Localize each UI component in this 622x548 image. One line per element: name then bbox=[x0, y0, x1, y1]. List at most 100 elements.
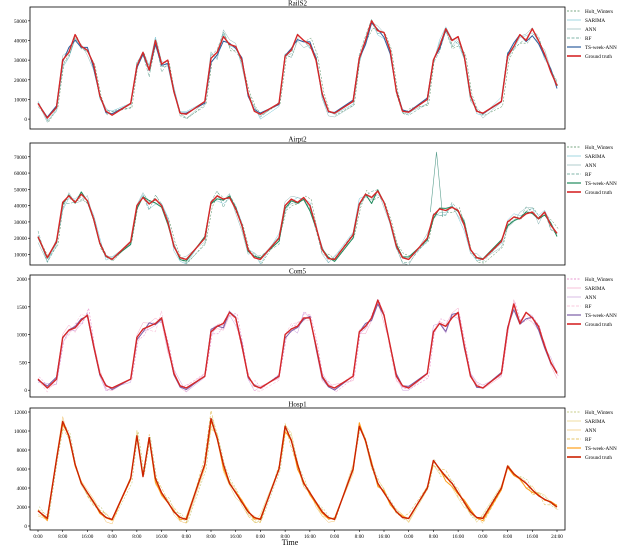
y-tick-label: 500 bbox=[19, 360, 27, 366]
series-line-ann bbox=[37, 21, 558, 123]
legend-label: Holt_Winters bbox=[585, 277, 613, 283]
series-line-ground-truth bbox=[37, 190, 558, 261]
y-tick-label: 4000 bbox=[17, 486, 28, 492]
x-tick-label: 0:00 bbox=[108, 534, 118, 540]
y-tick-label: 30000 bbox=[14, 220, 27, 226]
series-line-sarima bbox=[37, 193, 558, 265]
x-tick-label: 16:00 bbox=[304, 534, 316, 540]
y-tick-label: 0 bbox=[24, 117, 27, 123]
x-tick-label: 8:00 bbox=[132, 534, 142, 540]
y-tick-label: 50000 bbox=[14, 187, 27, 193]
x-tick-label: 8:00 bbox=[206, 534, 216, 540]
legend-label: SARIMA bbox=[585, 286, 605, 292]
legend-label: Holt_Winters bbox=[585, 145, 613, 151]
series-line-rf-spike bbox=[430, 151, 443, 218]
x-tick-label: 0:00 bbox=[182, 534, 192, 540]
legend-label: Ground truth bbox=[585, 322, 612, 328]
y-tick-label: 2000 bbox=[17, 505, 28, 511]
series-line-ground-truth bbox=[37, 417, 558, 521]
legend-label: Holt_Winters bbox=[585, 9, 613, 15]
panel-title: Com5 bbox=[289, 268, 307, 276]
panel-Hosp1: Hosp1 0 2000 4000 6000 8000 10000 12000 Holt_Win… bbox=[14, 401, 617, 531]
panel-title: RailS2 bbox=[288, 0, 308, 8]
x-tick-label: 16:00 bbox=[82, 534, 94, 540]
legend-label: SARIMA bbox=[585, 18, 605, 24]
y-tick-label: 40000 bbox=[14, 38, 27, 44]
x-tick-label: 8:00 bbox=[355, 534, 365, 540]
x-axis-label: Time bbox=[282, 538, 299, 547]
legend-label: RF bbox=[585, 437, 591, 443]
legend-label: SARIMA bbox=[585, 154, 605, 160]
y-tick-label: 8000 bbox=[17, 448, 28, 454]
x-tick-label: 24:00 bbox=[551, 534, 563, 540]
x-tick-label: 0:00 bbox=[330, 534, 340, 540]
y-tick-label: 60000 bbox=[14, 171, 27, 177]
legend: Holt_Winters SARIMA ANN RF TS-week-ANN Ground… bbox=[567, 145, 617, 196]
x-tick-label: 8:00 bbox=[281, 534, 291, 540]
x-tick-label: 0:00 bbox=[404, 534, 414, 540]
legend-label: ANN bbox=[585, 163, 596, 169]
x-tick-label: 16:00 bbox=[156, 534, 168, 540]
x-tick-label: 16:00 bbox=[526, 534, 538, 540]
legend-label: TS-week-ANN bbox=[585, 45, 617, 51]
legend: Holt_Winters SARIMA ANN RF TS-week-ANN Ground… bbox=[567, 9, 617, 60]
y-tick-label: 40000 bbox=[14, 204, 27, 210]
y-tick-label: 70000 bbox=[14, 155, 27, 161]
x-tick-label: 16:00 bbox=[230, 534, 242, 540]
series-line-holt-winters bbox=[39, 300, 559, 393]
series-line-holt-winters bbox=[38, 417, 559, 524]
legend-label: Ground truth bbox=[585, 54, 612, 60]
series-line-rf bbox=[37, 302, 558, 393]
legend-label: ANN bbox=[585, 295, 596, 301]
y-tick-label: 10000 bbox=[14, 429, 27, 435]
series-line-sarima bbox=[37, 299, 558, 393]
legend: Holt_Winters SARIMA ANN RF TS-week-ANN Ground… bbox=[567, 277, 617, 328]
y-tick-label: 1000 bbox=[17, 333, 28, 339]
legend-label: RF bbox=[585, 36, 591, 42]
panel-Airpt2: Airpt2 10000 20000 30000 40000 50000 60000 7000… bbox=[14, 136, 617, 266]
series-line-ann bbox=[37, 190, 558, 266]
series-line-ground-truth bbox=[37, 299, 558, 389]
series-line-ts-week-ann bbox=[37, 420, 558, 522]
y-tick-label: 1500 bbox=[17, 305, 28, 311]
panel-Com5: Com5 0 500 1000 1500 2000 Holt_Winters SARIMA AN… bbox=[17, 268, 617, 398]
x-tick-label: 8:00 bbox=[58, 534, 68, 540]
panel-title: Airpt2 bbox=[288, 136, 307, 144]
x-tick-label: 0:00 bbox=[33, 534, 43, 540]
x-axis: 0:00 8:00 16:00 0:00 8:00 16:00 0:00 8:00 16:00 0… bbox=[33, 530, 563, 540]
y-tick-label: 10000 bbox=[14, 97, 27, 103]
panel-RailS2: RailS2 0 10000 20000 30000 40000 50000 Holt_Win… bbox=[14, 0, 617, 130]
y-tick-label: 20000 bbox=[14, 78, 27, 84]
panel-title: Hosp1 bbox=[288, 401, 307, 409]
series-line-sarima bbox=[37, 421, 558, 523]
plot-frame bbox=[29, 274, 566, 398]
y-tick-label: 12000 bbox=[14, 410, 27, 416]
y-tick-label: 6000 bbox=[17, 467, 28, 473]
legend-label: SARIMA bbox=[585, 419, 605, 425]
legend-label: TS-week-ANN bbox=[585, 313, 617, 319]
series-line-ts-week-ann bbox=[37, 189, 558, 262]
legend-label: TS-week-ANN bbox=[585, 181, 617, 187]
y-tick-label: 10000 bbox=[14, 252, 27, 258]
legend-label: RF bbox=[585, 172, 591, 178]
y-tick-label: 0 bbox=[24, 524, 27, 530]
series-line-rf bbox=[37, 189, 558, 264]
panels: RailS201000020000300004000050000Holt_Win… bbox=[14, 0, 617, 531]
legend-label: ANN bbox=[585, 27, 596, 33]
x-tick-label: 8:00 bbox=[503, 534, 513, 540]
x-tick-label: 8:00 bbox=[429, 534, 439, 540]
x-tick-label: 0:00 bbox=[478, 534, 488, 540]
series-line-ground-truth bbox=[37, 20, 558, 119]
legend-label: Ground truth bbox=[585, 455, 612, 461]
legend-label: ANN bbox=[585, 428, 596, 434]
y-tick-label: 20000 bbox=[14, 236, 27, 242]
plot-frame bbox=[29, 142, 566, 266]
plot-frame bbox=[29, 6, 566, 130]
series-line-ts-week-ann bbox=[37, 303, 558, 391]
series-line-ts-week-ann bbox=[37, 22, 558, 118]
y-tick-label: 30000 bbox=[14, 58, 27, 64]
legend-label: Ground truth bbox=[585, 190, 612, 196]
x-tick-label: 16:00 bbox=[452, 534, 464, 540]
y-tick-label: 2000 bbox=[17, 277, 28, 283]
